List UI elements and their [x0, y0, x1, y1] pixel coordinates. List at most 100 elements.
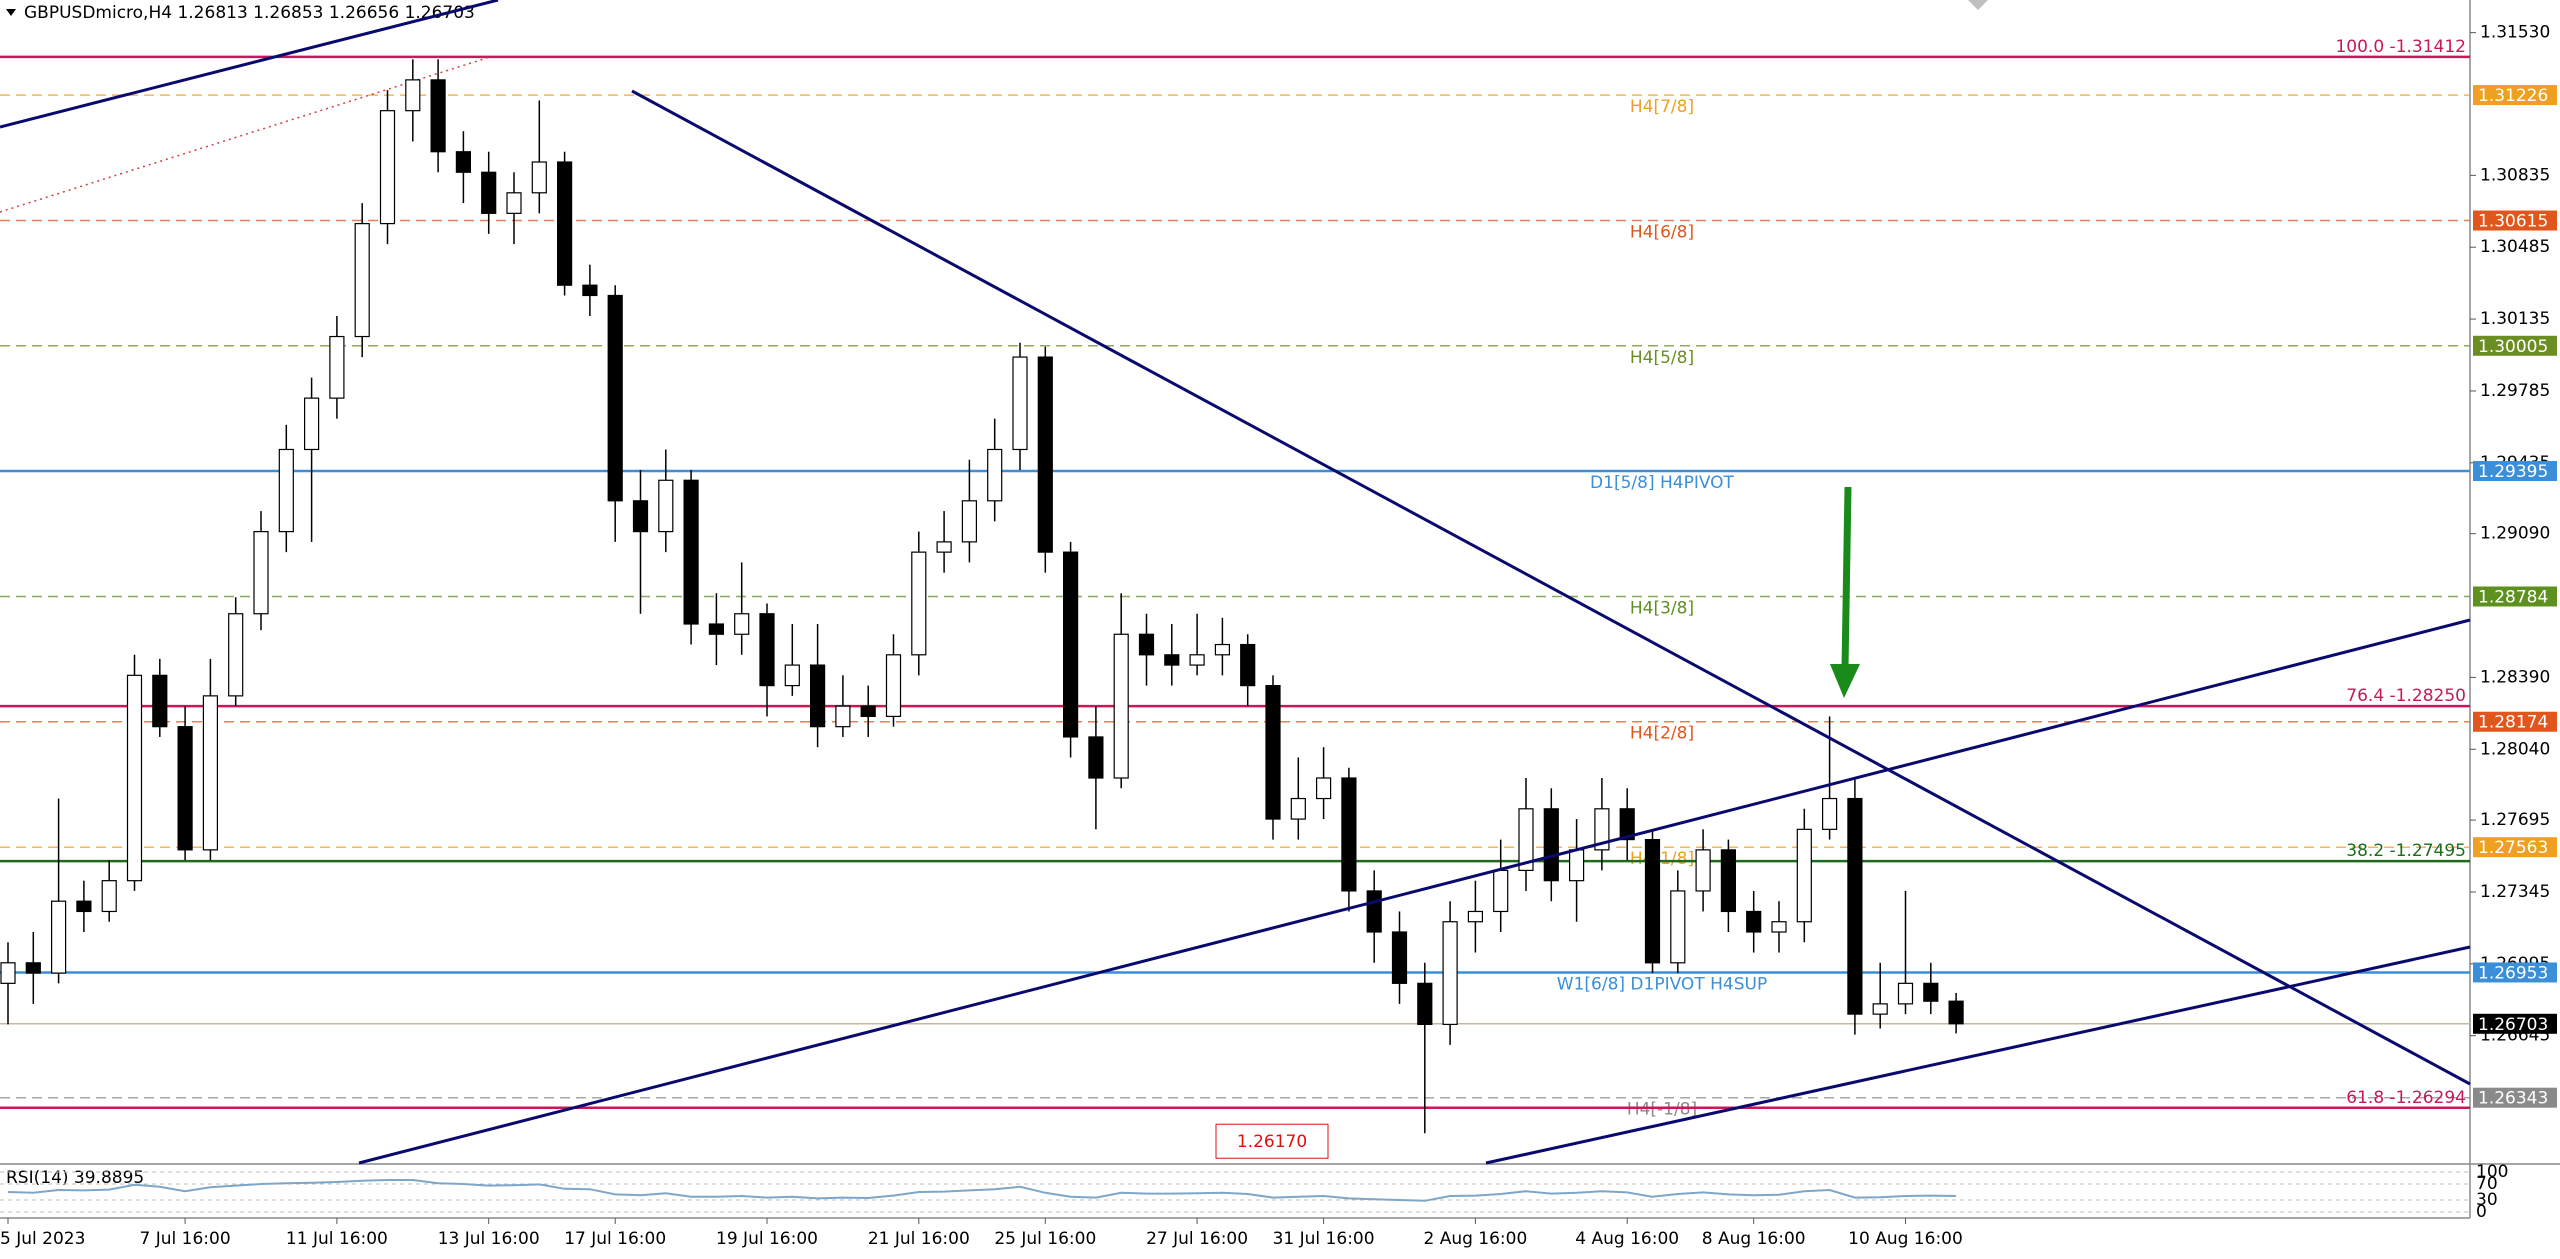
candle-body: [1189, 654, 1205, 666]
price-tag-label: 1.26703: [2478, 1015, 2548, 1035]
y-tick-label: 1.27345: [2480, 882, 2550, 902]
rsi-title: RSI(14) 39.8895: [6, 1168, 144, 1188]
signal-arrow: [1830, 486, 1860, 698]
candle-body: [1619, 808, 1635, 841]
candle-body: [1644, 839, 1661, 964]
candle-body: [1872, 1003, 1888, 1015]
x-tick-label: 13 Jul 16:00: [438, 1229, 540, 1249]
arrow-head: [1830, 664, 1860, 698]
candle-body: [1240, 643, 1256, 687]
price-tag: [2473, 962, 2557, 983]
price-tag: [2473, 85, 2557, 106]
price-tag: [2473, 461, 2557, 482]
candle-body: [228, 613, 244, 697]
y-tick-label: 1.30835: [2480, 165, 2550, 185]
x-tick-label: 5 Jul 2023: [0, 1229, 85, 1249]
candle-body: [379, 110, 396, 225]
candle-body: [607, 294, 623, 502]
candle-body: [531, 161, 547, 194]
price-tag-label: 1.27563: [2478, 838, 2548, 858]
candle-body: [1720, 849, 1737, 913]
candle-body: [1341, 777, 1357, 892]
candle-body: [1897, 982, 1914, 1005]
candle-body: [809, 664, 826, 728]
candle-body: [987, 448, 1003, 502]
x-tick-label: 17 Jul 16:00: [564, 1229, 666, 1249]
candle-body: [885, 654, 902, 718]
candle-body: [1847, 797, 1863, 1015]
candle-body: [1113, 633, 1129, 779]
y-tick-label: 1.27695: [2480, 810, 2550, 830]
price-tag: [2473, 711, 2557, 732]
candle-body: [101, 880, 117, 913]
candle-body: [1315, 777, 1332, 800]
x-tick-label: 4 Aug 16:00: [1575, 1229, 1679, 1249]
price-tag: [2473, 837, 2557, 858]
level-label: H4[-1/8]: [1627, 1100, 1697, 1120]
candle-body: [556, 161, 573, 286]
level-label: W1[6/8] D1PIVOT H4SUP: [1557, 974, 1767, 994]
price-tag: [2473, 335, 2557, 356]
candle-body: [253, 531, 269, 615]
candle-body: [683, 479, 699, 625]
menu-triangle[interactable]: [6, 9, 16, 16]
candle-body: [658, 479, 674, 533]
candle-body: [1214, 643, 1231, 656]
level-label: H4[1/8]: [1630, 849, 1694, 869]
candle-body: [1467, 910, 1484, 923]
candle-body: [1265, 685, 1281, 820]
price-tag-label: 1.29395: [2478, 462, 2548, 482]
rsi-tick-label: 0: [2476, 1202, 2487, 1222]
y-tick-label: 1.28040: [2480, 739, 2550, 759]
candle-body: [25, 962, 41, 974]
candle-body: [835, 705, 851, 728]
candle-body: [632, 500, 649, 533]
y-tick-label: 1.28390: [2480, 667, 2550, 687]
candle-body: [202, 695, 218, 851]
candle-body: [1062, 551, 1079, 738]
price-tag: [2473, 586, 2557, 607]
candle-body: [759, 613, 775, 687]
candles: [0, 59, 1964, 1134]
x-tick-label: 7 Jul 16:00: [140, 1229, 231, 1249]
candle-body: [126, 674, 143, 882]
fib-label: 61.8 -1.26294: [2346, 1088, 2466, 1108]
fib-label: 76.4 -1.28250: [2346, 686, 2466, 706]
x-tick-label: 2 Aug 16:00: [1423, 1229, 1527, 1249]
x-tick-label: 25 Jul 16:00: [994, 1229, 1096, 1249]
y-tick-label: 1.30135: [2480, 309, 2550, 329]
x-tick-label: 21 Jul 16:00: [868, 1229, 970, 1249]
y-tick-label: 1.29785: [2480, 381, 2550, 401]
candle-body: [1417, 982, 1433, 1026]
price-tag: [2473, 1013, 2557, 1034]
level-label: D1[5/8] H4PIVOT: [1590, 473, 1735, 493]
candle-body: [1493, 869, 1509, 913]
candle-body: [1948, 1000, 1964, 1025]
price-tag-label: 1.30005: [2478, 337, 2548, 357]
price-tag-label: 1.26953: [2478, 963, 2548, 983]
level-label: H4[5/8]: [1630, 348, 1694, 368]
level-label: H4[7/8]: [1630, 97, 1694, 117]
candle-body: [1923, 982, 1939, 1002]
candle-body: [76, 900, 92, 913]
candle-body: [1518, 808, 1534, 872]
candle-body: [1442, 921, 1458, 1026]
candle-body: [1543, 808, 1559, 882]
candle-body: [860, 705, 876, 718]
candle-body: [911, 551, 927, 656]
candle-body: [177, 726, 193, 851]
trend-line: [631, 89, 2471, 1086]
level-label: H4[6/8]: [1630, 223, 1694, 243]
candle-body: [1012, 356, 1028, 451]
candle-body: [1821, 797, 1838, 830]
candle-body: [582, 284, 598, 297]
low-marker-box: [1215, 1123, 1329, 1159]
candle-body: [1088, 736, 1104, 779]
candle-body: [1796, 828, 1812, 923]
arrow-shaft: [1841, 486, 1852, 669]
trend-line: [0, 0, 499, 129]
candle-body: [0, 962, 16, 984]
scroll-marker: [1968, 0, 1988, 10]
